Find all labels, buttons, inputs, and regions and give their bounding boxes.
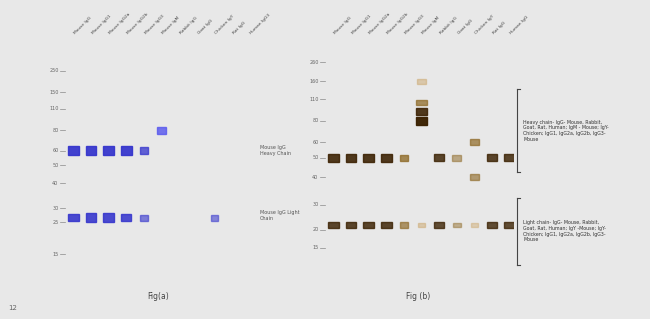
Text: Fig (b): Fig (b) [406,292,430,301]
Text: Goat IgG: Goat IgG [197,19,213,35]
Text: 12: 12 [8,305,17,311]
Text: Mouse IgG: Mouse IgG [73,16,92,35]
Text: 15: 15 [52,252,58,256]
Bar [68,146,79,155]
Bar [504,222,515,228]
Bar [487,154,497,161]
Bar [471,223,478,227]
Bar [418,223,425,227]
Bar [381,154,391,162]
Bar [416,116,427,125]
Text: 60: 60 [52,148,58,153]
Bar [452,155,461,160]
Text: Heavy chain- IgG- Mouse, Rabbit,
Goat, Rat, Human; IgM - Mouse; IgY-
Chicken; Ig: Heavy chain- IgG- Mouse, Rabbit, Goat, R… [523,120,609,142]
Bar [470,139,478,145]
Bar [328,222,339,228]
Bar [121,146,131,155]
Bar [400,222,408,227]
Bar [434,154,445,161]
Text: 80: 80 [312,118,318,123]
Text: Rat IgG: Rat IgG [492,21,506,35]
Bar [86,213,96,222]
Text: 110: 110 [309,97,318,102]
Text: Mouse IgG1: Mouse IgG1 [91,14,112,35]
Bar [470,174,478,180]
Bar [157,127,166,134]
Bar [400,155,408,161]
Bar [103,213,114,222]
Text: Mouse IgG: Mouse IgG [333,16,352,35]
Text: 40: 40 [312,174,318,180]
Bar [140,147,148,154]
Text: 50: 50 [312,155,318,160]
Text: Mouse IgG2a: Mouse IgG2a [369,12,391,35]
Text: Human IgG: Human IgG [510,15,530,35]
Text: 15: 15 [312,245,318,250]
Bar [346,222,356,228]
Text: Goat IgG: Goat IgG [457,19,473,35]
Text: 60: 60 [312,140,318,145]
Bar [363,222,374,228]
Text: Mouse IgG3: Mouse IgG3 [404,14,425,35]
Bar [453,223,460,227]
Text: Rabbit IgG: Rabbit IgG [179,16,198,35]
Text: Mouse IgG Light
Chain: Mouse IgG Light Chain [260,210,300,221]
Bar [211,215,218,221]
Bar [416,108,427,115]
Text: Mouse IgG2a: Mouse IgG2a [109,12,131,35]
Text: 50: 50 [52,163,58,167]
Text: 260: 260 [309,60,318,65]
Text: Mouse IgG
Heavy Chain: Mouse IgG Heavy Chain [260,145,291,156]
Bar [434,222,445,228]
Bar [487,222,497,228]
Text: 250: 250 [49,68,58,73]
Bar [363,154,374,162]
Text: Mouse IgG2b: Mouse IgG2b [126,12,149,35]
Text: 80: 80 [52,128,58,133]
Bar [140,215,148,221]
Text: 30: 30 [52,206,58,211]
Bar [86,146,96,155]
Text: Chicken IgY: Chicken IgY [214,14,235,35]
Text: Mouse IgM: Mouse IgM [421,16,441,35]
Bar [381,222,391,228]
Text: Human IgG3: Human IgG3 [250,13,272,35]
Bar [417,79,426,84]
Text: 150: 150 [49,90,58,95]
Bar [103,146,114,155]
Text: 20: 20 [312,227,318,232]
Text: Mouse IgG1: Mouse IgG1 [351,14,372,35]
Text: 110: 110 [49,106,58,111]
Text: Mouse IgM: Mouse IgM [161,16,181,35]
Bar [122,214,131,221]
Text: Mouse IgG3: Mouse IgG3 [144,14,165,35]
Text: 160: 160 [309,79,318,84]
Bar [416,100,427,105]
Bar [68,214,79,221]
Text: Light chain- IgG- Mouse, Rabbit,
Goat, Rat, Human; IgY -Mouse; IgY-
Chicken; IgG: Light chain- IgG- Mouse, Rabbit, Goat, R… [523,220,606,242]
Text: 25: 25 [52,219,58,225]
Bar [346,154,356,162]
Text: Rabbit IgG: Rabbit IgG [439,16,458,35]
Text: Rat IgG: Rat IgG [232,21,246,35]
Text: Chicken IgY: Chicken IgY [474,14,495,35]
Text: Mouse IgG2b: Mouse IgG2b [386,12,409,35]
Text: 30: 30 [312,202,318,207]
Text: 40: 40 [52,181,58,186]
Bar [328,154,339,162]
Bar [504,154,515,161]
Text: Fig(a): Fig(a) [147,292,168,301]
